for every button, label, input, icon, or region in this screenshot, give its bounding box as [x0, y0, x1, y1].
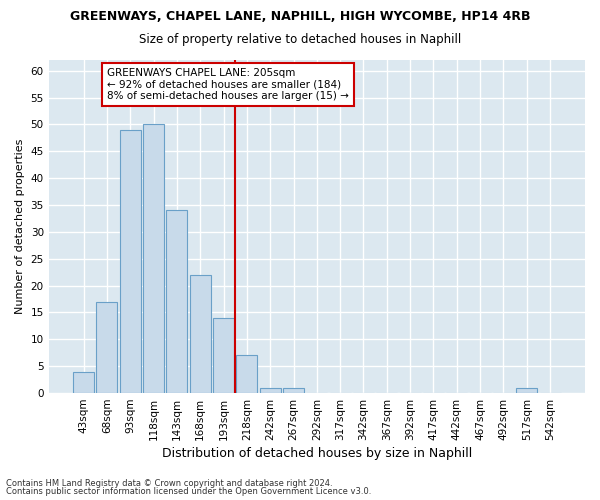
Bar: [236, 356, 257, 393]
Text: Contains HM Land Registry data © Crown copyright and database right 2024.: Contains HM Land Registry data © Crown c…: [6, 478, 332, 488]
Text: GREENWAYS CHAPEL LANE: 205sqm
← 92% of detached houses are smaller (184)
8% of s: GREENWAYS CHAPEL LANE: 205sqm ← 92% of d…: [107, 68, 349, 102]
Bar: [283, 388, 304, 393]
Bar: [120, 130, 140, 393]
X-axis label: Distribution of detached houses by size in Naphill: Distribution of detached houses by size …: [162, 447, 472, 460]
Y-axis label: Number of detached properties: Number of detached properties: [15, 139, 25, 314]
Bar: [73, 372, 94, 393]
Text: GREENWAYS, CHAPEL LANE, NAPHILL, HIGH WYCOMBE, HP14 4RB: GREENWAYS, CHAPEL LANE, NAPHILL, HIGH WY…: [70, 10, 530, 23]
Bar: [516, 388, 537, 393]
Bar: [190, 275, 211, 393]
Bar: [97, 302, 118, 393]
Text: Contains public sector information licensed under the Open Government Licence v3: Contains public sector information licen…: [6, 487, 371, 496]
Bar: [260, 388, 281, 393]
Text: Size of property relative to detached houses in Naphill: Size of property relative to detached ho…: [139, 32, 461, 46]
Bar: [143, 124, 164, 393]
Bar: [213, 318, 234, 393]
Bar: [166, 210, 187, 393]
